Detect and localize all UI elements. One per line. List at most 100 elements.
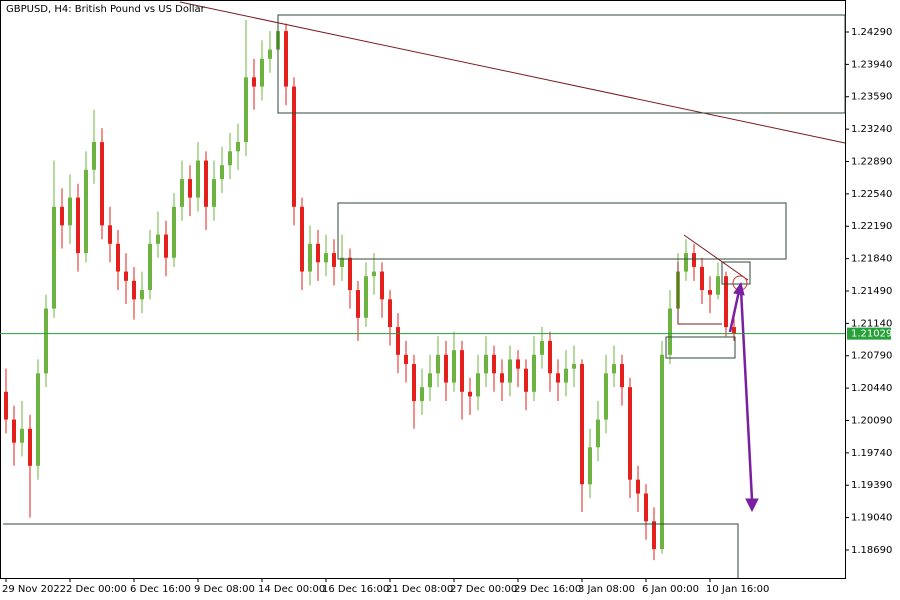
candle-body xyxy=(548,340,552,374)
y-tick-label: 1.21140 xyxy=(851,318,892,329)
candle-body xyxy=(12,419,16,443)
candle-body xyxy=(228,151,232,166)
x-tick-label: 21 Dec 08:00 xyxy=(386,584,453,595)
candle-body xyxy=(332,253,336,267)
y-tick-label: 1.20790 xyxy=(851,351,892,362)
candle-body xyxy=(172,206,176,258)
candle-body xyxy=(572,364,576,369)
chart-title: GBPUSD, H4: British Pound vs US Dollar xyxy=(6,4,206,15)
candle-body xyxy=(428,373,432,388)
x-tick-label: 27 Dec 00:00 xyxy=(450,584,517,595)
candle-body xyxy=(180,179,184,207)
candle-body xyxy=(148,243,152,291)
channel xyxy=(677,262,722,325)
candle-body xyxy=(412,364,416,402)
y-tick-label: 1.23590 xyxy=(851,92,892,103)
candle-body xyxy=(508,359,512,383)
candle-body xyxy=(636,479,640,494)
candle-body xyxy=(580,364,584,485)
candle-body xyxy=(516,359,520,369)
candle-body xyxy=(404,354,408,365)
y-tick-label: 1.18690 xyxy=(851,545,892,556)
candle-body xyxy=(692,253,696,267)
zone xyxy=(3,523,739,578)
x-tick-label: 6 Jan 00:00 xyxy=(642,584,699,595)
candle-body xyxy=(252,77,256,87)
candle-body xyxy=(268,49,272,59)
candle-body xyxy=(140,290,144,300)
y-tick-label: 1.22890 xyxy=(851,156,892,167)
y-tick-label: 1.20090 xyxy=(851,415,892,426)
zone xyxy=(337,202,787,260)
candle-body xyxy=(460,350,464,392)
candle-body xyxy=(300,206,304,272)
candle-body xyxy=(28,428,32,466)
candle-body xyxy=(284,31,288,87)
candle-body xyxy=(44,308,48,374)
candle-body xyxy=(52,206,56,309)
candle-body xyxy=(76,197,80,254)
drawings xyxy=(3,1,846,578)
candle-body xyxy=(700,266,704,291)
candle-body xyxy=(716,276,720,295)
y-tick-label: 1.22540 xyxy=(851,189,892,200)
candle-body xyxy=(348,257,352,291)
current-price-label: 1.21029 xyxy=(851,329,892,340)
x-tick-label: 16 Dec 16:00 xyxy=(322,584,389,595)
x-tick-label: 10 Jan 16:00 xyxy=(706,584,769,595)
candle-body xyxy=(260,58,264,87)
candle-body xyxy=(388,299,392,328)
candle-body xyxy=(84,169,88,254)
candle-body xyxy=(556,373,560,383)
candle-body xyxy=(500,373,504,383)
y-tick-label: 1.23240 xyxy=(851,124,892,135)
trend-line xyxy=(683,234,749,281)
candle-body xyxy=(732,327,736,334)
candle-body xyxy=(436,354,440,374)
plot-frame xyxy=(0,0,846,579)
arrow xyxy=(739,289,754,501)
candle-body xyxy=(36,373,40,466)
y-tick-label: 1.21840 xyxy=(851,254,892,265)
candle-body xyxy=(212,179,216,207)
y-tick-label: 1.19740 xyxy=(851,448,892,459)
candle-body xyxy=(444,354,448,383)
candle-body xyxy=(660,354,664,550)
candle-body xyxy=(292,86,296,207)
y-tick-label: 1.23940 xyxy=(851,59,892,70)
candle-body xyxy=(20,428,24,443)
zone xyxy=(665,336,736,359)
current-price-box xyxy=(847,327,891,340)
candles xyxy=(4,19,736,561)
candle-body xyxy=(468,391,472,397)
candle-body xyxy=(628,387,632,480)
y-tick-label: 1.19040 xyxy=(851,513,892,524)
candle-body xyxy=(244,77,248,143)
candle-body xyxy=(684,253,688,272)
candle-body xyxy=(620,364,624,388)
y-tick-label: 1.20440 xyxy=(851,383,892,394)
candle-body xyxy=(604,373,608,420)
y-tick-label: 1.19390 xyxy=(851,480,892,491)
candle-body xyxy=(612,364,616,374)
candle-body xyxy=(92,142,96,170)
candle-body xyxy=(236,142,240,152)
candle-body xyxy=(532,354,536,392)
candle-body xyxy=(668,308,672,355)
candle-body xyxy=(4,391,8,420)
y-tick-label: 1.21490 xyxy=(851,286,892,297)
x-tick-label: 9 Dec 08:00 xyxy=(194,584,255,595)
x-tick-label: 29 Dec 16:00 xyxy=(514,584,581,595)
candle-body xyxy=(372,271,376,277)
x-tick-label: 14 Dec 00:00 xyxy=(258,584,325,595)
candle-body xyxy=(68,197,72,226)
candle-body xyxy=(60,206,64,226)
candle-body xyxy=(652,521,656,550)
candle-body xyxy=(108,225,112,244)
candle-body xyxy=(356,290,360,318)
candle-body xyxy=(188,179,192,198)
candle-body xyxy=(364,276,368,318)
candle-body xyxy=(420,387,424,402)
candle-body xyxy=(124,271,128,281)
